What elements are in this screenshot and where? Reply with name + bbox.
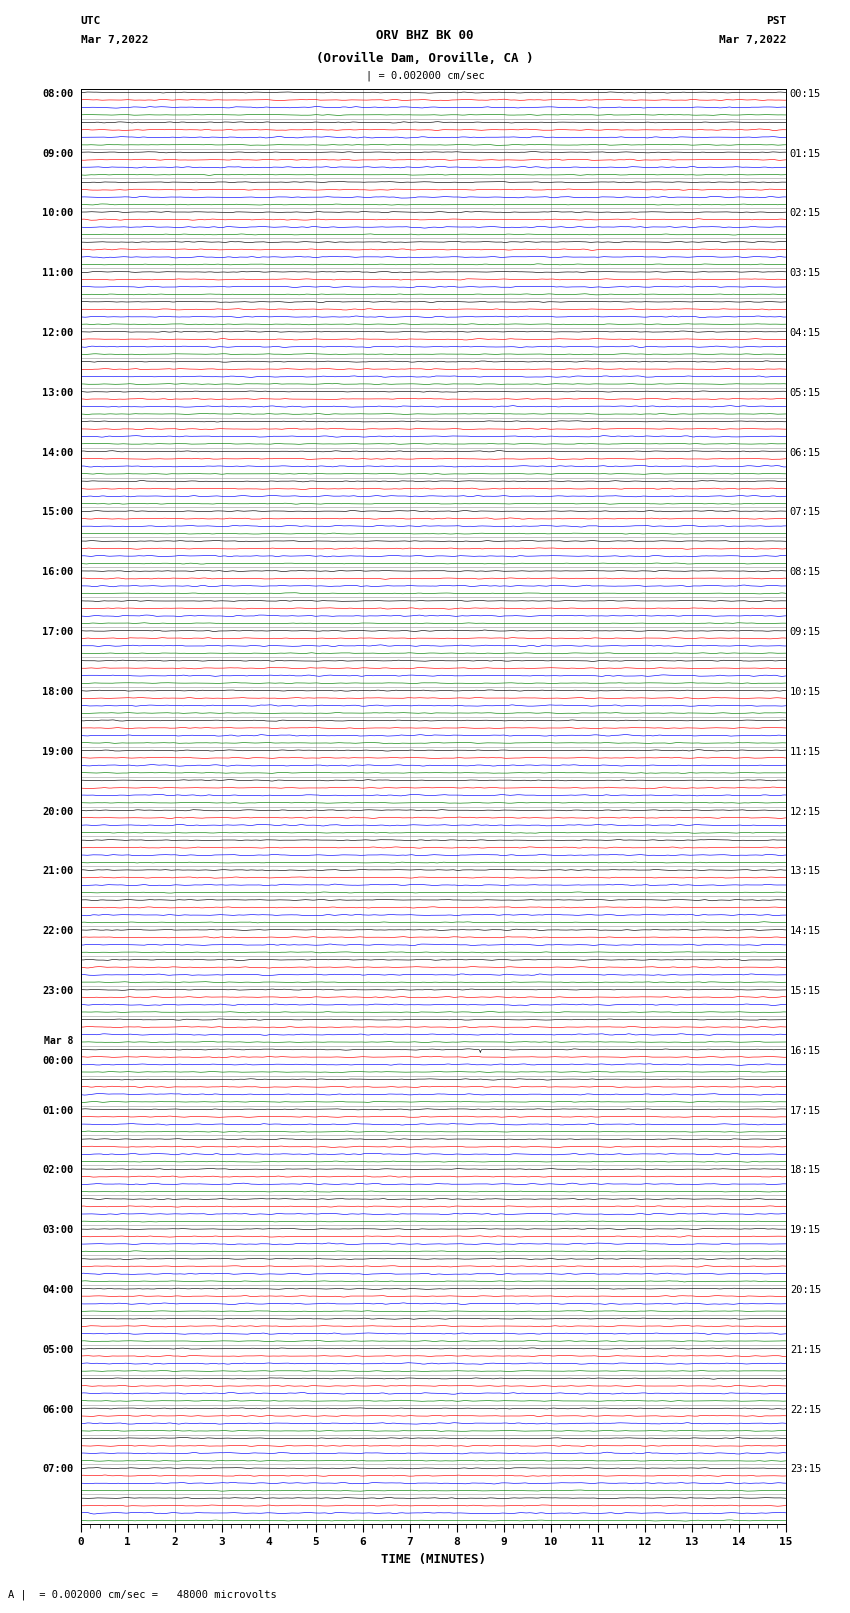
Text: 11:15: 11:15 [790,747,821,756]
Text: 13:00: 13:00 [42,387,74,398]
Text: 17:00: 17:00 [42,627,74,637]
Text: A |  = 0.002000 cm/sec =   48000 microvolts: A | = 0.002000 cm/sec = 48000 microvolts [8,1589,277,1600]
Text: 19:15: 19:15 [790,1226,821,1236]
Text: Mar 8: Mar 8 [44,1036,74,1045]
Text: 06:15: 06:15 [790,448,821,458]
Text: 01:00: 01:00 [42,1105,74,1116]
Text: 02:00: 02:00 [42,1166,74,1176]
Text: 03:00: 03:00 [42,1226,74,1236]
Text: ORV BHZ BK 00: ORV BHZ BK 00 [377,29,473,42]
Text: 23:15: 23:15 [790,1465,821,1474]
Text: 02:15: 02:15 [790,208,821,218]
Text: 16:15: 16:15 [790,1045,821,1057]
Text: 05:15: 05:15 [790,387,821,398]
Text: 15:15: 15:15 [790,986,821,995]
Text: 03:15: 03:15 [790,268,821,277]
Text: 20:00: 20:00 [42,806,74,816]
Text: UTC: UTC [81,16,101,26]
Text: PST: PST [766,16,786,26]
Text: 22:00: 22:00 [42,926,74,936]
Text: 00:00: 00:00 [42,1057,74,1066]
Text: 20:15: 20:15 [790,1286,821,1295]
Text: 06:00: 06:00 [42,1405,74,1415]
Text: 15:00: 15:00 [42,508,74,518]
Text: 12:00: 12:00 [42,327,74,339]
Text: 23:00: 23:00 [42,986,74,995]
Text: 21:00: 21:00 [42,866,74,876]
Text: 09:00: 09:00 [42,148,74,158]
Text: 13:15: 13:15 [790,866,821,876]
Text: 17:15: 17:15 [790,1105,821,1116]
Text: Mar 7,2022: Mar 7,2022 [719,35,786,45]
Text: 22:15: 22:15 [790,1405,821,1415]
Text: 12:15: 12:15 [790,806,821,816]
Text: | = 0.002000 cm/sec: | = 0.002000 cm/sec [366,71,484,82]
Text: 04:15: 04:15 [790,327,821,339]
Text: 14:00: 14:00 [42,448,74,458]
Text: 10:00: 10:00 [42,208,74,218]
Text: Mar 7,2022: Mar 7,2022 [81,35,148,45]
Text: 11:00: 11:00 [42,268,74,277]
Text: 10:15: 10:15 [790,687,821,697]
Text: 09:15: 09:15 [790,627,821,637]
Text: 08:15: 08:15 [790,568,821,577]
Text: 04:00: 04:00 [42,1286,74,1295]
Text: 19:00: 19:00 [42,747,74,756]
Text: 07:00: 07:00 [42,1465,74,1474]
Text: 01:15: 01:15 [790,148,821,158]
Text: 18:00: 18:00 [42,687,74,697]
Text: 21:15: 21:15 [790,1345,821,1355]
Text: 18:15: 18:15 [790,1166,821,1176]
Text: 07:15: 07:15 [790,508,821,518]
Text: 14:15: 14:15 [790,926,821,936]
Text: (Oroville Dam, Oroville, CA ): (Oroville Dam, Oroville, CA ) [316,52,534,65]
Text: 08:00: 08:00 [42,89,74,98]
Text: 05:00: 05:00 [42,1345,74,1355]
X-axis label: TIME (MINUTES): TIME (MINUTES) [381,1553,486,1566]
Text: 16:00: 16:00 [42,568,74,577]
Text: 00:15: 00:15 [790,89,821,98]
